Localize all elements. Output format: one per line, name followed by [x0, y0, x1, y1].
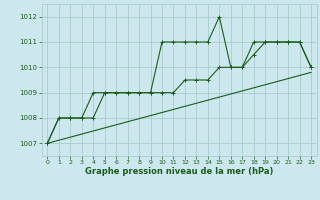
- X-axis label: Graphe pression niveau de la mer (hPa): Graphe pression niveau de la mer (hPa): [85, 167, 273, 176]
